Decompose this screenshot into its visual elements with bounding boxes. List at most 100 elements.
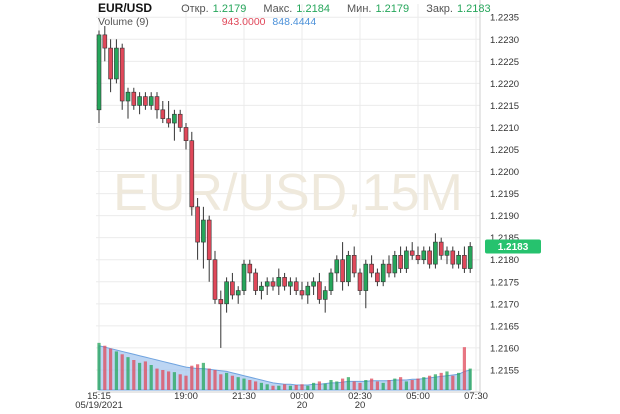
low-value: 1.2179: [375, 3, 410, 15]
candle-body: [148, 96, 154, 106]
volume-value: 943.0000: [221, 16, 266, 28]
x-tick-label: 07:30: [464, 391, 488, 402]
candle-body: [96, 34, 102, 111]
volume-bar: [143, 361, 147, 390]
candle-body: [438, 241, 444, 256]
candle-body: [108, 47, 113, 80]
volume-bar: [196, 364, 200, 390]
volume-bar: [201, 362, 205, 390]
volume-bar: [283, 384, 287, 390]
volume-bar: [381, 382, 385, 390]
watermark: EUR/USD,15M: [113, 164, 463, 222]
volume-bar: [294, 385, 298, 390]
y-tick-label: 1.2215: [490, 101, 519, 112]
high-label: Макс.: [263, 3, 293, 15]
y-tick-label: 1.2170: [490, 299, 519, 310]
y-tick-label: 1.2200: [490, 167, 519, 178]
candle-body: [311, 281, 316, 287]
candle-body: [282, 277, 287, 287]
candle-body: [137, 96, 142, 106]
volume-avg-value: 848.4444: [272, 16, 317, 28]
candle-body: [392, 255, 398, 274]
volume-bar: [236, 377, 240, 390]
x-tick-label: 19:00: [174, 391, 198, 402]
candle-body: [328, 272, 334, 291]
volume-bar: [358, 382, 362, 390]
candle-body: [288, 281, 293, 287]
y-tick-label: 1.2195: [490, 189, 519, 200]
candle-body: [467, 246, 473, 269]
volume-bar: [341, 378, 345, 390]
x-tick-sublabel: 05/19/2021: [75, 400, 123, 409]
volume-bar: [462, 347, 466, 390]
volume-bar: [277, 385, 281, 390]
candle-body: [433, 241, 438, 265]
candle-body: [189, 140, 195, 208]
candle-body: [264, 281, 270, 287]
volume-bar: [346, 377, 350, 390]
volume-bar: [254, 381, 258, 390]
volume-bar: [428, 375, 432, 390]
volume-bar: [207, 368, 211, 390]
candle-body: [444, 250, 450, 256]
candle-body: [357, 272, 363, 291]
candle-body: [317, 281, 322, 300]
open-value: 1.2179: [212, 3, 247, 15]
volume-bar: [364, 380, 368, 390]
candle-body: [351, 255, 357, 274]
volume-bar: [352, 381, 356, 390]
candle-body: [195, 206, 200, 243]
volume-bar: [248, 380, 252, 390]
x-tick-sublabel: 20: [355, 400, 366, 409]
close-value: 1.2183: [456, 3, 491, 15]
x-tick-label: 00:00: [290, 391, 314, 402]
volume-bar: [422, 377, 426, 390]
close-label: Закр.: [426, 3, 453, 15]
candle-body: [322, 290, 328, 300]
volume-bar: [393, 378, 397, 390]
candle-body: [380, 263, 386, 283]
candle-body: [247, 263, 253, 274]
volume-bar: [155, 368, 159, 390]
symbol-label: EUR/USD: [98, 1, 153, 15]
candle-body: [299, 290, 305, 296]
volume-bar: [219, 374, 223, 390]
candle-body: [230, 281, 235, 296]
volume-bar: [387, 380, 391, 390]
candle-body: [375, 272, 380, 283]
volume-bar: [161, 370, 165, 390]
volume-bar: [271, 385, 275, 390]
candle-body: [166, 118, 171, 124]
x-tick-label: 05:00: [406, 391, 430, 402]
candle-body: [293, 281, 299, 291]
y-tick-label: 1.2185: [490, 233, 519, 244]
candle-body: [160, 109, 166, 119]
y-tick-label: 1.2155: [490, 365, 519, 376]
volume-bar: [306, 385, 310, 390]
y-tick-label: 1.2210: [490, 123, 519, 134]
x-tick-sublabel: 20: [297, 400, 308, 409]
candle-body: [462, 255, 467, 269]
candle-body: [172, 113, 177, 124]
y-tick-label: 1.2235: [490, 13, 519, 24]
volume-bar: [114, 351, 118, 390]
candle-body: [114, 47, 119, 80]
volume-bar: [370, 378, 374, 390]
volume-bar: [120, 354, 124, 390]
volume-bar: [399, 377, 403, 390]
candle-body: [235, 290, 241, 296]
candle-body: [421, 250, 427, 261]
low-label: Мин.: [347, 3, 372, 15]
volume-bar: [132, 360, 136, 390]
y-tick-label: 1.2160: [490, 343, 519, 354]
y-tick-label: 1.2225: [490, 57, 519, 68]
volume-bar: [190, 365, 194, 390]
volume-bar: [312, 382, 316, 390]
y-tick-label: 1.2180: [490, 255, 519, 266]
candle-body: [119, 47, 125, 102]
y-tick-label: 1.2205: [490, 145, 519, 156]
volume-bar: [178, 374, 182, 390]
volume-bar: [468, 368, 472, 390]
